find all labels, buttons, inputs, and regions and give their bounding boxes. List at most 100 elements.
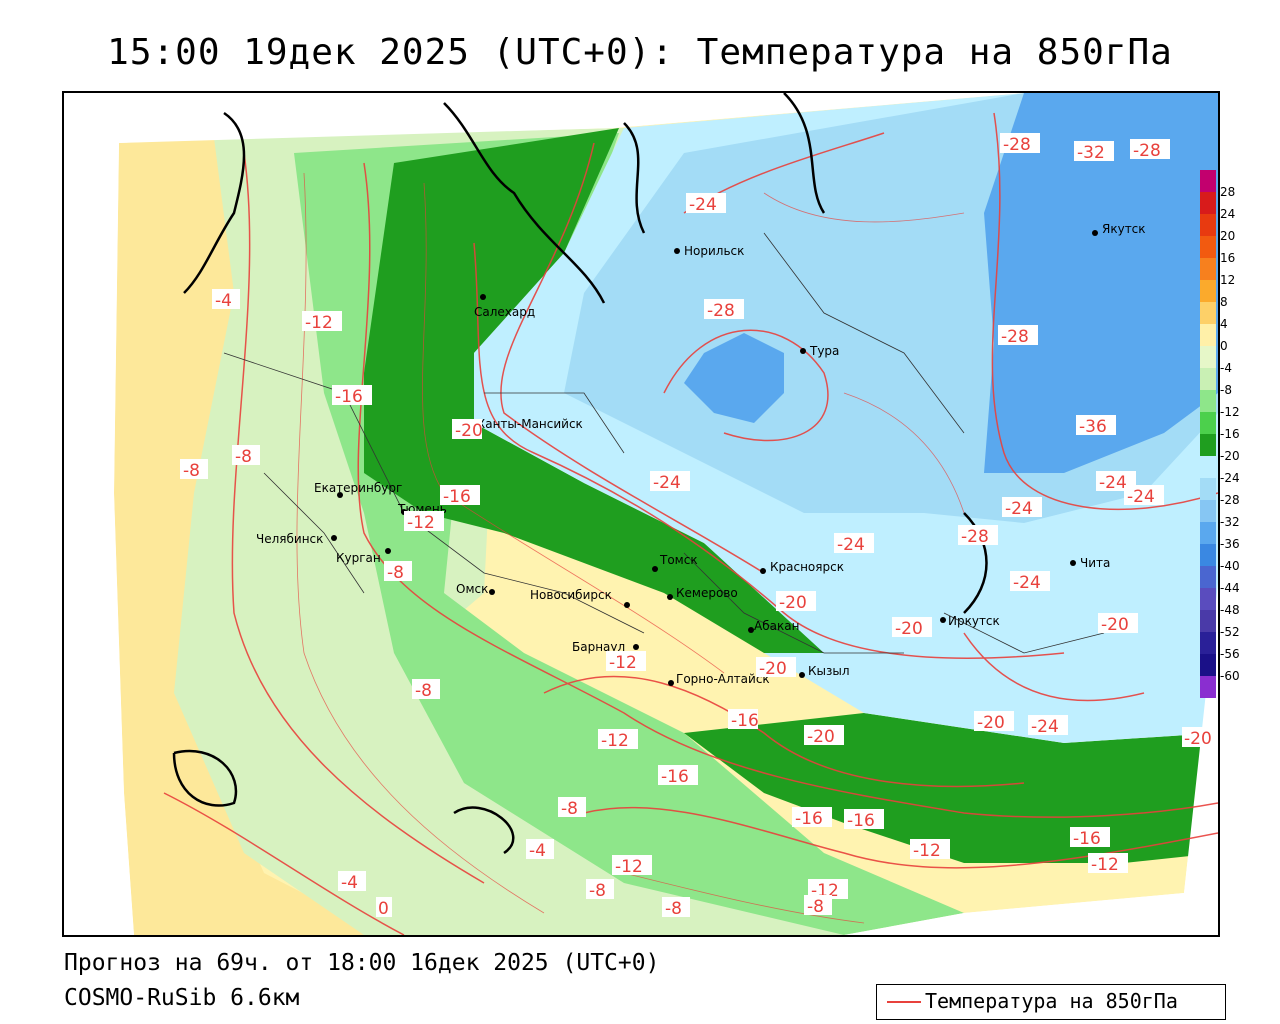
svg-text:-16: -16: [731, 711, 759, 731]
svg-text:-16: -16: [1073, 829, 1101, 849]
svg-text:-8: -8: [561, 799, 578, 819]
colorbar-segment: [1200, 500, 1216, 522]
contour-label: -24: [686, 193, 726, 215]
city-tomsk: Томск: [652, 553, 698, 572]
colorbar-tick-label: -24: [1220, 471, 1240, 485]
contour-label: -4: [338, 871, 366, 893]
contour-label: -16: [844, 809, 884, 831]
colorbar-segment: [1200, 236, 1216, 258]
colorbar-segment: [1200, 544, 1216, 566]
svg-text:-28: -28: [1001, 327, 1029, 347]
city-salekhard: Салехард: [474, 294, 535, 319]
svg-text:-12: -12: [913, 841, 941, 861]
contour-labels: -28 -32 -28 -24 -28 -28 -12 -4 -16 -36 -…: [180, 133, 1218, 919]
contour-label: -4: [526, 839, 554, 861]
colorbar-tick-label: -8: [1220, 383, 1232, 397]
svg-text:-8: -8: [235, 447, 252, 467]
svg-text:Томск: Томск: [659, 553, 698, 567]
colorbar-segment: [1200, 676, 1216, 698]
city-novosibirsk: Новосибирск: [530, 588, 630, 608]
contour-label: -20: [1182, 727, 1218, 749]
svg-text:Горно-Алтайск: Горно-Алтайск: [676, 672, 770, 686]
svg-text:-16: -16: [847, 811, 875, 831]
contour-label: -24: [1010, 571, 1050, 593]
colorbar-tick-label: -56: [1220, 647, 1240, 661]
svg-text:-28: -28: [707, 301, 735, 321]
contour-label: -16: [728, 709, 759, 731]
temperature-map[interactable]: Норильск Салехард Тура Якутск Ханты-Манс…: [62, 91, 1220, 937]
colorbar-tick-label: -28: [1220, 493, 1240, 507]
svg-text:Красноярск: Красноярск: [770, 560, 844, 574]
map-canvas: Норильск Салехард Тура Якутск Ханты-Манс…: [64, 93, 1218, 935]
temperature-colorbar: 28 24 20 16 12 8 4 0 -4 -8 -12 -16 -20 -24 -28 -32 -36 -4…: [1200, 170, 1240, 698]
svg-text:-16: -16: [661, 767, 689, 787]
contour-label: -20: [776, 591, 816, 613]
svg-text:-28: -28: [1133, 141, 1161, 161]
svg-text:-12: -12: [1091, 855, 1119, 875]
svg-text:-8: -8: [665, 899, 682, 919]
contour-label: -28: [1130, 139, 1170, 161]
colorbar-tick-label: 0: [1220, 339, 1228, 353]
svg-text:0: 0: [378, 899, 389, 919]
svg-text:Барнаул: Барнаул: [572, 640, 625, 654]
city-chita: Чита: [1070, 556, 1110, 570]
contour-label: -8: [412, 679, 440, 701]
colorbar-tick-label: 24: [1220, 207, 1236, 221]
city-kyzyl: Кызыл: [799, 664, 850, 678]
contour-label: -32: [1074, 141, 1114, 163]
colorbar-tick-label: 20: [1220, 229, 1236, 243]
svg-text:-8: -8: [387, 563, 404, 583]
svg-text:Омск: Омск: [456, 582, 488, 596]
colorbar-segment: [1200, 258, 1216, 280]
svg-text:-16: -16: [795, 809, 823, 829]
colorbar-segment: [1200, 324, 1216, 346]
svg-text:-20: -20: [977, 713, 1005, 733]
colorbar-tick-label: -16: [1220, 427, 1240, 441]
svg-text:-36: -36: [1079, 417, 1107, 437]
contour-label: -12: [302, 311, 342, 333]
svg-text:-24: -24: [689, 195, 717, 215]
contour-label: -8: [586, 879, 614, 901]
map-title: 15:00 19дек 2025 (UTC+0): Температура на…: [107, 32, 1173, 73]
colorbar-segment: [1200, 302, 1216, 324]
contour-label: -24: [1028, 715, 1068, 737]
contour-label: -16: [792, 807, 832, 829]
svg-text:-24: -24: [1005, 499, 1033, 519]
city-yekaterinburg: Екатеринбург: [314, 481, 402, 498]
city-norilsk: Норильск: [674, 244, 744, 258]
svg-text:-4: -4: [215, 291, 232, 311]
svg-text:Екатеринбург: Екатеринбург: [314, 481, 402, 495]
svg-text:-24: -24: [1127, 487, 1155, 507]
legend: Температура на 850гПа: [876, 984, 1226, 1020]
city-gorno-altaysk: Горно-Алтайск: [668, 672, 770, 686]
city-barnaul: Барнаул: [572, 640, 639, 654]
svg-text:-4: -4: [341, 873, 358, 893]
contour-label: -24: [1124, 485, 1164, 507]
contour-label: -28: [704, 299, 744, 321]
colorbar-segment: [1200, 390, 1216, 412]
colorbar-tick-label: 4: [1220, 317, 1228, 331]
contour-label: -20: [452, 419, 483, 441]
svg-text:Тура: Тура: [809, 344, 839, 358]
contour-label: -20: [892, 617, 932, 639]
contour-label: -20: [756, 657, 796, 679]
contour-label: -20: [974, 711, 1014, 733]
colorbar-segment: [1200, 192, 1216, 214]
colorbar-tick-label: 28: [1220, 185, 1236, 199]
contour-label: -28: [998, 325, 1038, 347]
svg-text:-20: -20: [1184, 729, 1212, 749]
svg-text:-24: -24: [1031, 717, 1059, 737]
contour-label: -12: [404, 511, 444, 533]
svg-text:Челябинск: Челябинск: [256, 532, 323, 546]
model-name: COSMO-RuSib 6.6км: [64, 985, 300, 1011]
colorbar-tick-label: 12: [1220, 273, 1236, 287]
contour-label: -4: [212, 289, 240, 311]
svg-text:-32: -32: [1077, 143, 1105, 163]
contour-label: 0: [376, 897, 392, 919]
contour-label: -12: [1088, 853, 1128, 875]
svg-text:-16: -16: [443, 487, 471, 507]
colorbar-tick-label: 16: [1220, 251, 1236, 265]
svg-text:Салехард: Салехард: [474, 305, 535, 319]
contour-label: -20: [1098, 613, 1138, 635]
contour-label: -8: [804, 895, 832, 917]
